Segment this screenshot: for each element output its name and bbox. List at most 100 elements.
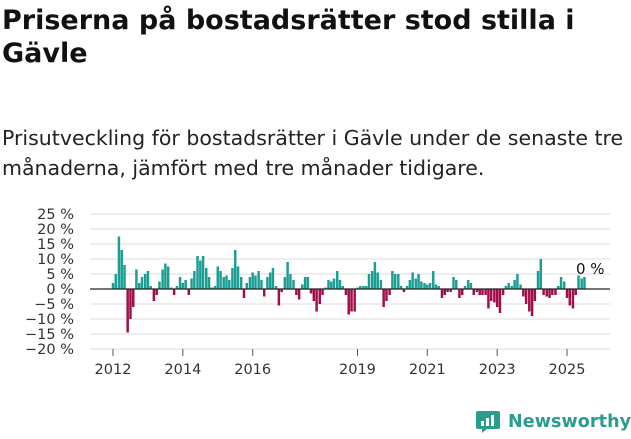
y-tick-label: −5 %: [34, 297, 74, 313]
bar: [475, 289, 479, 292]
bar: [140, 277, 144, 289]
bar: [213, 286, 217, 289]
x-tick-label: 2025: [549, 362, 586, 378]
bar: [161, 269, 164, 289]
bar: [423, 283, 426, 289]
bar: [356, 287, 359, 289]
bar: [295, 289, 298, 295]
bar: [216, 266, 220, 289]
bar: [158, 281, 161, 289]
bar: [114, 274, 118, 289]
bar: [580, 278, 583, 289]
bar: [353, 289, 356, 312]
bar: [507, 283, 510, 289]
bar: [388, 289, 391, 295]
bar: [379, 280, 383, 289]
bar: [469, 283, 473, 289]
y-tick-label: −15 %: [25, 327, 74, 343]
bar: [557, 286, 560, 289]
bar: [545, 289, 548, 297]
bar: [303, 277, 307, 289]
bar: [443, 289, 447, 295]
bar: [242, 289, 246, 298]
bar: [376, 272, 379, 289]
bar: [129, 289, 132, 319]
bar: [338, 280, 342, 289]
bar: [385, 289, 388, 301]
bar: [434, 284, 438, 289]
bar: [254, 275, 257, 289]
y-tick-label: −10 %: [25, 312, 74, 328]
bar: [478, 289, 481, 295]
x-tick-label: 2014: [164, 362, 201, 378]
bar: [562, 281, 566, 289]
bar: [536, 271, 540, 289]
last-value-label: 0 %: [576, 260, 605, 278]
bar: [583, 277, 586, 289]
y-tick-label: 25 %: [37, 207, 74, 223]
bar: [548, 289, 551, 298]
bar: [228, 280, 231, 289]
y-tick-label: −20 %: [25, 342, 74, 358]
bar: [428, 283, 432, 289]
bar: [513, 280, 516, 289]
bar: [399, 286, 403, 289]
bar: [466, 280, 470, 289]
bar: [493, 289, 496, 303]
bar: [484, 289, 487, 295]
bar: [539, 259, 543, 289]
bar: [554, 289, 557, 295]
bar: [577, 275, 580, 289]
y-tick-label: 5 %: [46, 267, 74, 283]
bar: [347, 289, 350, 315]
bar: [257, 271, 260, 289]
bar: [498, 289, 502, 313]
bar: [231, 268, 234, 289]
bar: [274, 286, 278, 289]
bar: [277, 289, 281, 306]
newsworthy-brand[interactable]: Newsworthy: [475, 409, 631, 435]
bar: [530, 289, 534, 316]
bar: [559, 277, 563, 289]
bar: [292, 280, 295, 289]
bar: [446, 289, 449, 292]
bar: [321, 289, 324, 295]
bar: [143, 274, 147, 289]
bar: [332, 278, 336, 289]
bar: [417, 274, 420, 289]
bar: [236, 266, 240, 289]
bar: [458, 289, 461, 298]
bar: [193, 271, 196, 289]
bar: [207, 277, 211, 289]
bar: [155, 289, 158, 295]
bar: [219, 271, 222, 289]
bar: [312, 289, 316, 301]
bar: [149, 286, 152, 289]
chart-bars: [111, 236, 586, 333]
bar: [393, 274, 397, 289]
y-axis-labels: 25 %20 %15 %10 %5 %0 %−5 %−10 %−15 %−20 …: [25, 207, 74, 358]
bar: [222, 277, 225, 289]
bar: [135, 269, 138, 289]
bar: [350, 289, 353, 312]
bar: [283, 277, 287, 289]
bar: [408, 280, 412, 289]
bar-chart: 25 %20 %15 %10 %5 %0 %−5 %−10 %−15 %−20 …: [25, 207, 610, 378]
bar: [306, 277, 310, 289]
bar: [359, 286, 362, 289]
bar: [495, 289, 499, 307]
bar: [301, 284, 304, 289]
bar: [315, 289, 318, 312]
bar: [309, 289, 313, 294]
bar: [120, 250, 123, 289]
bar: [489, 289, 493, 301]
bar: [551, 289, 554, 295]
bar: [152, 289, 156, 301]
bar: [504, 286, 508, 289]
bar: [344, 289, 348, 295]
brand-name: Newsworthy: [508, 412, 631, 432]
y-tick-label: 15 %: [37, 237, 74, 253]
bar: [411, 272, 414, 289]
bar: [318, 289, 321, 304]
bar: [367, 274, 371, 289]
